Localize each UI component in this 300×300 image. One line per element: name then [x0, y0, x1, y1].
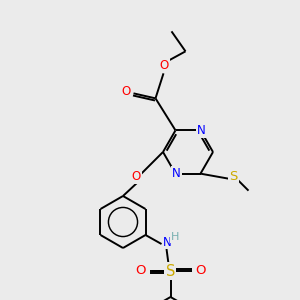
Text: H: H: [171, 232, 180, 242]
Text: O: O: [121, 85, 130, 98]
Text: O: O: [135, 263, 146, 277]
Text: O: O: [160, 59, 169, 72]
Text: S: S: [229, 170, 238, 183]
Text: S: S: [166, 263, 175, 278]
Text: N: N: [163, 236, 172, 248]
Text: N: N: [197, 124, 206, 137]
Text: O: O: [131, 170, 141, 184]
Text: O: O: [195, 263, 206, 277]
Text: N: N: [172, 167, 181, 180]
